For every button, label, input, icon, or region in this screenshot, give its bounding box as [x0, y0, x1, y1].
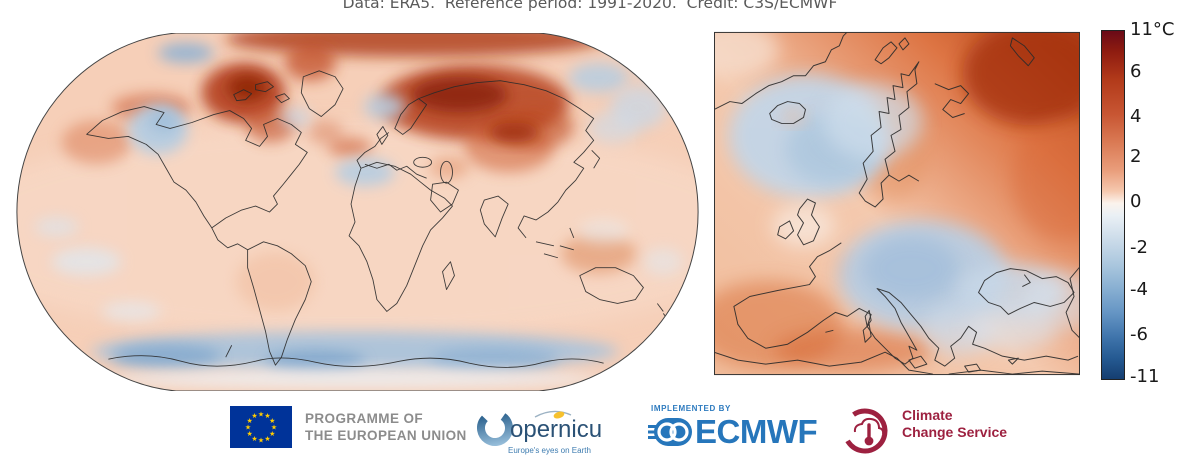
ecmwf-wordmark: ECMWF: [695, 413, 818, 450]
svg-text:★: ★: [258, 437, 264, 445]
svg-text:★: ★: [251, 412, 257, 420]
eu-programme-line1: PROGRAMME OF: [305, 411, 424, 426]
europe-anomaly-map: [714, 31, 1080, 376]
copernicus-satellite-dot-icon: [553, 411, 565, 419]
colorbar-tick: -6: [1130, 324, 1148, 345]
global-anomaly-field: [16, 33, 699, 391]
copernicus-tagline: Europe's eyes on Earth: [508, 446, 591, 455]
europe-anomaly-field: [714, 31, 1080, 376]
c3s-label-line2: Change Service: [902, 424, 1008, 440]
eu-programme-label: PROGRAMME OF THE EUROPEAN UNION: [305, 410, 467, 444]
svg-text:★: ★: [271, 424, 277, 432]
svg-text:★: ★: [264, 412, 270, 420]
eu-flag-icon: ★ ★★ ★★★ ★★★ ★★★: [230, 406, 292, 448]
ecmwf-flag-icon: [648, 418, 692, 446]
colorbar-tick: 0: [1130, 191, 1142, 212]
colorbar-tick: 11°C: [1130, 19, 1175, 40]
svg-text:★: ★: [247, 417, 253, 425]
copernicus-wordmark: opernicus: [510, 416, 602, 443]
implemented-by-label: IMPLEMENTED BY: [651, 404, 731, 413]
svg-text:★: ★: [264, 435, 270, 443]
colorbar-tick: -11: [1130, 366, 1160, 387]
copernicus-logo: opernicus: [477, 410, 602, 446]
robinson-outline: [16, 33, 699, 391]
eu-programme-line2: THE EUROPEAN UNION: [305, 428, 467, 443]
cloud-icon: [853, 417, 885, 435]
svg-text:★: ★: [245, 424, 251, 432]
europe-coastlines: [714, 31, 1080, 375]
global-anomaly-map: [16, 33, 699, 391]
figure-caption: Data: ERA5. Reference period: 1991-2020.…: [342, 0, 838, 12]
colorbar-tick: 4: [1130, 106, 1142, 127]
svg-text:★: ★: [269, 430, 275, 438]
colorbar-tick: -4: [1130, 279, 1148, 300]
colorbar-tick-labels: 11°C 6 4 2 0 -2 -4 -6 -11: [1130, 21, 1186, 386]
climate-change-service-icon: [842, 408, 888, 454]
copernicus-swoosh: [534, 410, 572, 418]
colorbar-tick: 2: [1130, 146, 1142, 167]
colorbar-tick: 6: [1130, 61, 1142, 82]
c3s-label-line1: Climate: [902, 407, 953, 423]
svg-text:★: ★: [269, 417, 275, 425]
colorbar-tick: -2: [1130, 237, 1148, 258]
global-coastlines: [86, 70, 670, 368]
svg-text:★: ★: [258, 411, 264, 419]
svg-text:★: ★: [247, 430, 253, 438]
europe-map-frame: [714, 31, 1080, 376]
svg-text:★: ★: [251, 435, 257, 443]
copernicus-crescent-icon: [477, 410, 513, 446]
temperature-colorbar: [1101, 30, 1125, 380]
climate-change-service-label: Climate Change Service: [902, 407, 1007, 441]
